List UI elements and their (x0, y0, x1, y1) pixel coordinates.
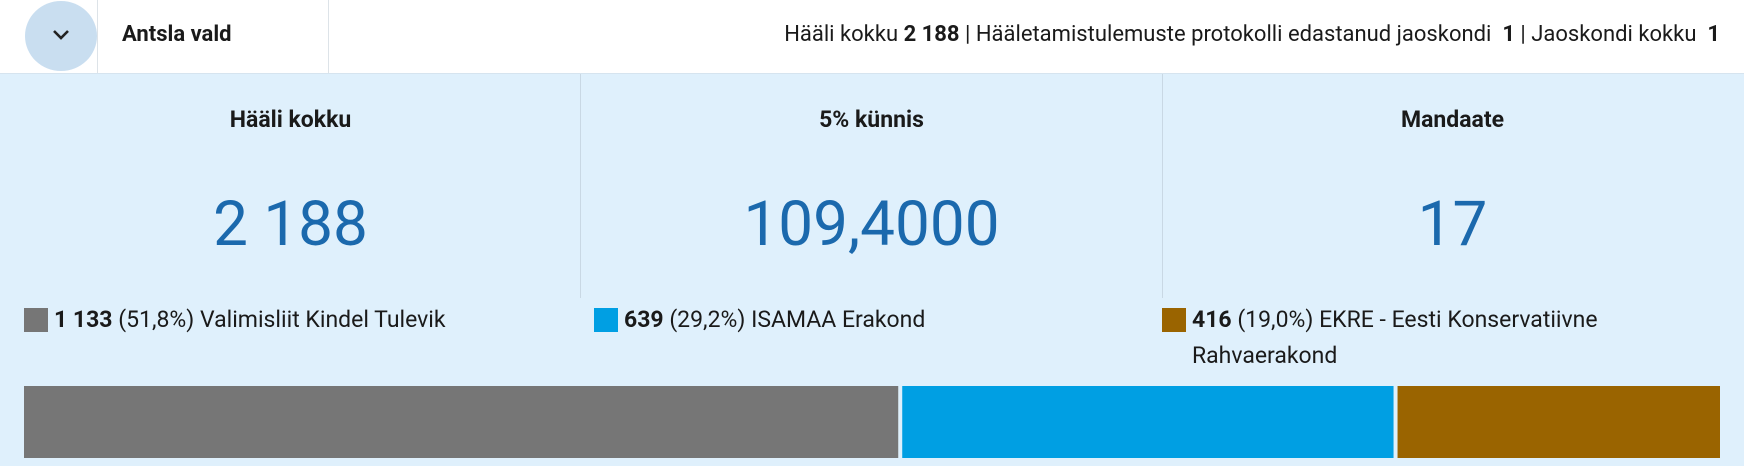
party-name: EKRE - Eesti Konservatiivne Rahvaerakond (1192, 306, 1598, 369)
stat-label: 5% künnis (819, 106, 924, 133)
votes: 416 (1192, 306, 1232, 333)
divider (328, 0, 329, 73)
bar-segment (24, 386, 899, 458)
legend-item: 1 133 (51,8%) Valimisliit Kindel Tulevik (24, 302, 564, 338)
vote-bar (24, 386, 1720, 458)
bar-segment (902, 386, 1394, 458)
legend-text: 416 (19,0%) EKRE - Eesti Konservatiivne … (1192, 302, 1722, 374)
party-name: ISAMAA Erakond (751, 306, 926, 333)
stats-panel: Hääli kokku 2 188 5% künnis 109,4000 Mandaat… (0, 74, 1744, 466)
legend-swatch (1162, 308, 1186, 332)
value: 1 (1707, 22, 1720, 47)
stat: Mandaate 17 (1162, 74, 1743, 298)
stat: Hääli kokku 2 188 (0, 74, 581, 298)
chevron-icon (53, 29, 69, 40)
stat-value: 17 (1417, 188, 1488, 261)
value: 1 (1502, 22, 1515, 47)
share: (51,8%) (118, 306, 195, 333)
stat-value: 109,4000 (743, 188, 1000, 261)
votes: 1 133 (54, 306, 113, 333)
expand-toggle[interactable] (25, 1, 97, 71)
share: (29,2%) (669, 306, 746, 333)
legend-text: 639 (29,2%) ISAMAA Erakond (624, 302, 1134, 338)
share: (19,0%) (1237, 306, 1314, 333)
label: | Jaoskondi kokku (1520, 22, 1697, 47)
legend-text: 1 133 (51,8%) Valimisliit Kindel Tulevik (54, 302, 564, 338)
votes: 639 (624, 306, 664, 333)
value: 2 188 (903, 22, 960, 47)
legend-swatch (24, 308, 48, 332)
legend-item: 639 (29,2%) ISAMAA Erakond (594, 302, 1134, 338)
stat-label: Mandaate (1400, 106, 1505, 133)
summary: Hääli kokku 2 188 | Hääletamistulemuste … (784, 22, 1720, 47)
legend-item: 416 (19,0%) EKRE - Eesti Konservatiivne … (1162, 302, 1722, 374)
stat: 5% künnis 109,4000 (581, 74, 1162, 298)
party-name: Valimisliit Kindel Tulevik (199, 306, 446, 333)
label: | Hääletamistulemuste protokolli edastan… (965, 22, 1492, 47)
divider (1162, 74, 1163, 298)
region-title: Antsla vald (122, 22, 232, 47)
label: Hääli kokku (784, 22, 899, 47)
header: Antsla vald Hääli kokku 2 188 | Hääletam… (0, 0, 1744, 74)
bar-segment (1397, 386, 1720, 458)
legend-swatch (594, 308, 618, 332)
stat-value: 2 188 (213, 188, 368, 261)
divider (580, 74, 581, 298)
divider (97, 0, 98, 73)
stat-label: Hääli kokku (229, 106, 352, 133)
